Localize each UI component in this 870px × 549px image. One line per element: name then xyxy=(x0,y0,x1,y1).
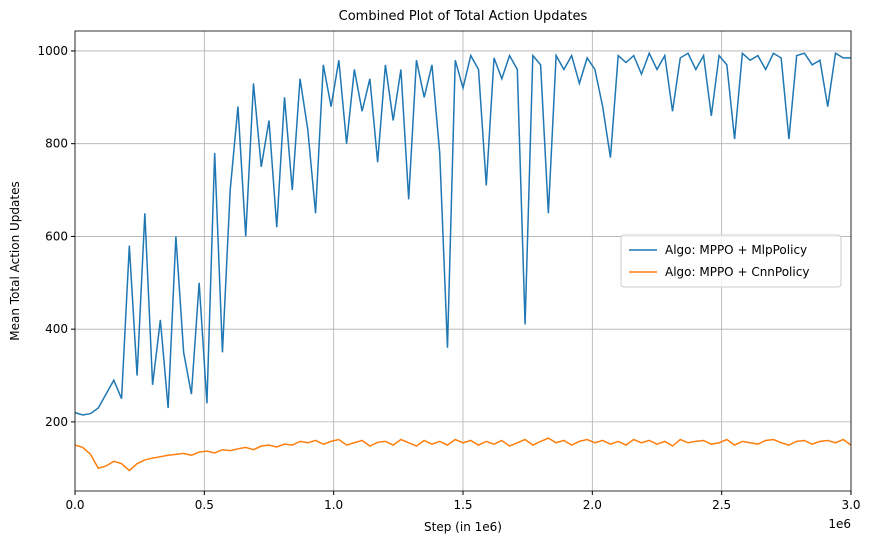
x-tick-label: 1.5 xyxy=(453,498,472,512)
legend: Algo: MPPO + MlpPolicy Algo: MPPO + CnnPo… xyxy=(620,234,842,288)
series-line xyxy=(74,437,852,472)
x-axis-label: Step (in 1e6) xyxy=(424,520,502,534)
x-tick-label: 2.5 xyxy=(712,498,731,512)
y-tick-label: 400 xyxy=(45,322,68,336)
chart-title: Combined Plot of Total Action Updates xyxy=(339,9,588,24)
y-tick-label: 800 xyxy=(45,137,68,151)
y-axis-label: Mean Total Action Updates xyxy=(8,181,22,340)
legend-label: Algo: MPPO + MlpPolicy xyxy=(665,243,807,257)
x-tick-label: 3.0 xyxy=(841,498,860,512)
y-tick-label: 200 xyxy=(45,415,68,429)
series-line xyxy=(74,51,851,416)
y-tick-label: 600 xyxy=(45,229,68,243)
y-tick-label: 1000 xyxy=(37,44,68,58)
x-tick-label: 0.0 xyxy=(65,498,84,512)
x-offset-label: 1e6 xyxy=(828,517,851,531)
plot-frame xyxy=(74,30,852,492)
legend-label: Algo: MPPO + CnnPolicy xyxy=(665,265,809,279)
legend-box xyxy=(620,234,842,288)
x-tick-label: 1.0 xyxy=(324,498,343,512)
x-tick-label: 2.0 xyxy=(583,498,602,512)
x-tick-label: 0.5 xyxy=(195,498,214,512)
